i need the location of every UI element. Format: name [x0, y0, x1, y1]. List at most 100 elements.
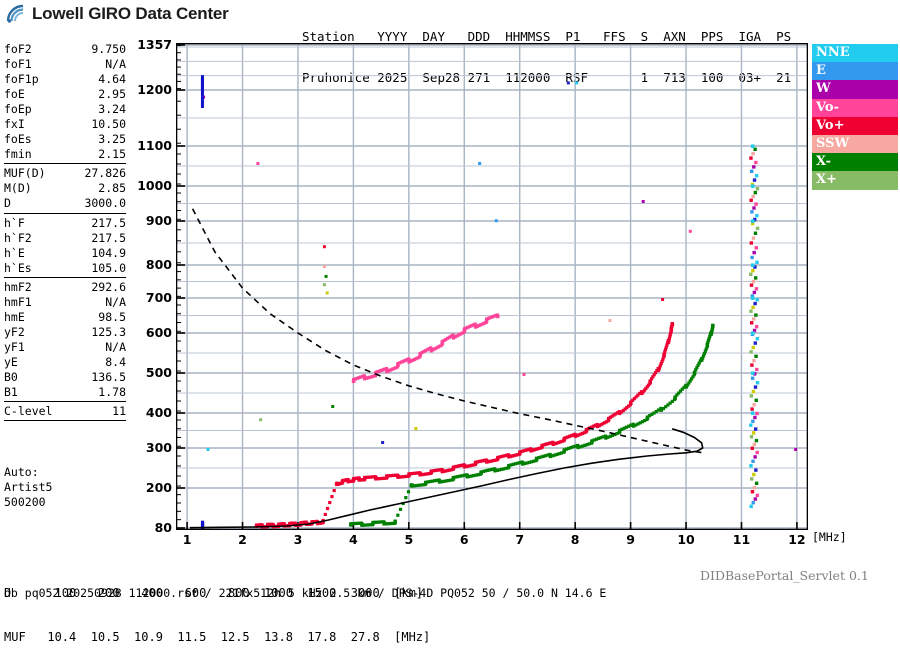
legend-item-e[interactable]: E	[812, 62, 898, 81]
data-point	[551, 442, 555, 446]
interference-pixel	[750, 477, 754, 481]
data-point	[521, 449, 526, 453]
data-point	[493, 314, 498, 318]
interference-pixel	[749, 350, 753, 354]
data-point	[548, 452, 552, 457]
param-row: h`F2 217.5	[4, 231, 126, 246]
legend-item-vo-[interactable]: Vo+	[812, 116, 898, 135]
data-point	[496, 455, 500, 460]
param-row: B0 136.5	[4, 370, 126, 385]
data-point	[475, 460, 479, 464]
data-point	[383, 367, 387, 371]
param-key: yF1	[4, 339, 25, 354]
y-tick-label: 900	[145, 213, 172, 228]
legend-item-x-[interactable]: X-	[812, 153, 898, 172]
data-point	[455, 334, 459, 338]
interference-pixel	[751, 279, 756, 284]
interference-pixel	[751, 152, 755, 156]
data-point	[380, 520, 384, 524]
data-point	[389, 521, 393, 526]
data-point	[569, 445, 573, 450]
data-point	[390, 473, 394, 478]
legend-item-nne[interactable]: NNE	[812, 44, 898, 63]
polarization-legend[interactable]: NNE E W Vo- Vo+ SSW X- X+	[812, 44, 898, 190]
data-point	[433, 347, 437, 351]
noise-pixel	[200, 79, 204, 84]
param-value: 3.24	[98, 102, 126, 117]
param-value: 1.78	[98, 385, 126, 400]
data-point	[556, 440, 561, 445]
data-point	[407, 472, 411, 476]
data-point	[562, 448, 566, 452]
ionogram-canvas[interactable]	[176, 43, 808, 530]
x-tick-label: 9	[626, 532, 635, 547]
data-point	[396, 513, 400, 517]
data-point	[653, 371, 658, 375]
y-tick-label: 1357	[137, 37, 172, 52]
data-point	[444, 469, 448, 473]
data-point	[481, 469, 485, 473]
data-point	[606, 419, 610, 423]
data-point	[604, 420, 609, 424]
data-point	[282, 522, 286, 526]
data-point	[444, 337, 448, 342]
data-point	[576, 445, 580, 450]
data-point	[501, 454, 505, 458]
interference-pixel	[750, 255, 754, 260]
data-point	[451, 333, 455, 337]
curve-true-height-electron-density-profile	[189, 428, 704, 529]
data-point	[577, 433, 581, 437]
param-key: MUF(D)	[4, 166, 46, 181]
noise-pixel	[608, 319, 612, 322]
data-point	[398, 507, 403, 511]
param-value: 11	[112, 404, 126, 419]
data-point	[328, 500, 332, 505]
legend-item-vo-[interactable]: Vo-	[812, 98, 898, 117]
y-tick-label: 1100	[137, 138, 172, 153]
ionogram-plot[interactable]	[176, 43, 808, 530]
data-point	[332, 488, 336, 493]
interference-pixel	[753, 190, 758, 195]
data-point	[573, 434, 577, 438]
data-point	[553, 442, 557, 446]
interference-pixel	[752, 317, 756, 321]
legend-item-x-[interactable]: X+	[812, 171, 898, 190]
data-point	[575, 434, 579, 438]
plot-border	[176, 43, 808, 530]
data-point	[362, 374, 366, 378]
interference-pixel	[751, 236, 756, 240]
data-point	[373, 374, 377, 378]
param-value: 217.5	[91, 215, 126, 230]
data-point	[412, 357, 416, 362]
data-point	[705, 342, 709, 346]
data-point	[381, 368, 385, 372]
param-key: M(D)	[4, 181, 32, 196]
data-point	[423, 472, 428, 476]
data-point	[750, 331, 755, 335]
source-file-line: db pq052 20250928 112000.rsf / 221fx512h…	[4, 586, 607, 600]
data-point	[750, 144, 755, 148]
data-point	[618, 411, 622, 416]
param-key: foEp	[4, 102, 32, 117]
data-point	[493, 458, 498, 462]
data-point	[547, 441, 551, 445]
data-point	[375, 477, 380, 481]
data-point	[495, 313, 499, 317]
data-point	[625, 406, 629, 410]
data-point	[414, 357, 418, 361]
param-row: foEs 3.25	[4, 132, 126, 147]
y-tick-label: 1200	[137, 82, 172, 97]
data-point	[366, 376, 370, 380]
data-point	[695, 366, 699, 370]
noise-pixel	[200, 75, 204, 80]
data-point	[664, 405, 668, 409]
legend-item-w[interactable]: W	[812, 80, 898, 99]
data-point	[431, 469, 435, 473]
data-point	[426, 480, 430, 484]
param-key: foF1	[4, 57, 32, 72]
data-point	[446, 478, 451, 483]
legend-item-ssw[interactable]: SSW	[812, 134, 898, 154]
data-point	[449, 334, 453, 338]
data-point	[634, 395, 638, 399]
data-point	[583, 443, 587, 447]
